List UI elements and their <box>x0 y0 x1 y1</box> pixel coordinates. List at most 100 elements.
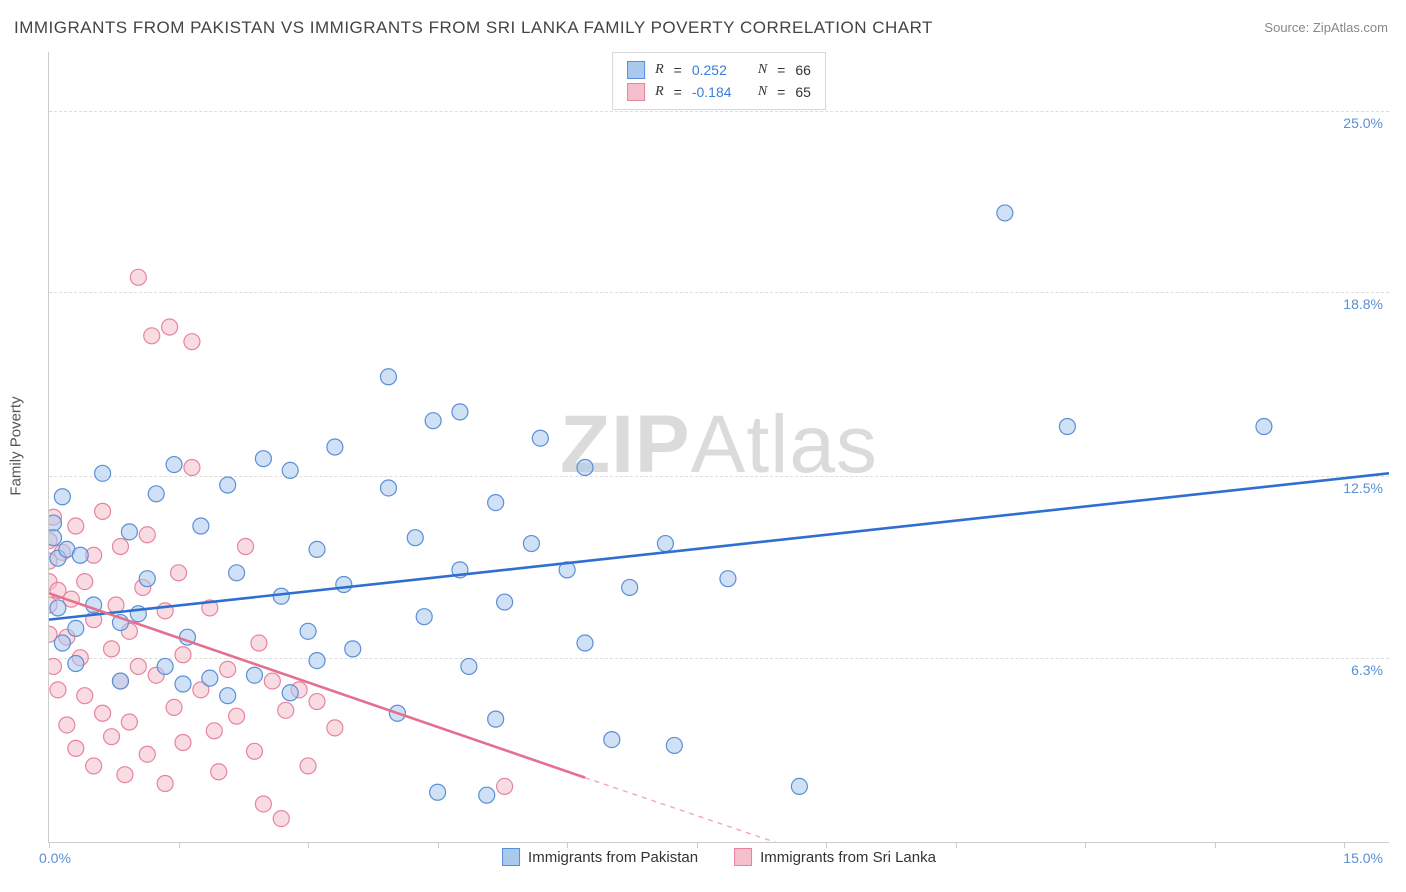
x-tick-mark <box>1344 842 1345 848</box>
legend-r-value-srilanka: -0.184 <box>692 81 740 103</box>
data-point <box>452 404 468 420</box>
data-point <box>497 778 513 794</box>
data-point <box>148 486 164 502</box>
data-point <box>622 579 638 595</box>
legend-n-label: N <box>758 81 767 103</box>
data-point <box>77 574 93 590</box>
data-point <box>68 620 84 636</box>
data-point <box>997 205 1013 221</box>
data-point <box>54 489 70 505</box>
data-point <box>175 735 191 751</box>
legend-r-label: R <box>655 81 664 103</box>
legend-r-label: R <box>655 59 664 81</box>
data-point <box>416 609 432 625</box>
data-point <box>220 477 236 493</box>
data-point <box>479 787 495 803</box>
data-point <box>1256 419 1272 435</box>
source-label: Source: <box>1264 20 1309 35</box>
legend-eq: = <box>674 81 682 103</box>
data-point <box>309 694 325 710</box>
data-point <box>532 430 548 446</box>
x-tick-mark <box>438 842 439 848</box>
data-point <box>300 758 316 774</box>
legend-eq: = <box>674 59 682 81</box>
data-point <box>68 740 84 756</box>
data-point <box>488 495 504 511</box>
data-point <box>497 594 513 610</box>
data-point <box>238 538 254 554</box>
data-point <box>112 538 128 554</box>
data-point <box>327 720 343 736</box>
data-point <box>657 536 673 552</box>
data-point <box>54 635 70 651</box>
data-point <box>95 465 111 481</box>
data-point <box>336 577 352 593</box>
bottom-legend-srilanka: Immigrants from Sri Lanka <box>734 848 936 866</box>
data-point <box>77 688 93 704</box>
legend-n-label: N <box>758 59 767 81</box>
data-point <box>327 439 343 455</box>
legend-row-srilanka: R = -0.184 N = 65 <box>627 81 811 103</box>
data-point <box>95 503 111 519</box>
legend-row-pakistan: R = 0.252 N = 66 <box>627 59 811 81</box>
data-point <box>282 462 298 478</box>
data-point <box>380 369 396 385</box>
data-point <box>117 767 133 783</box>
data-point <box>264 673 280 689</box>
data-point <box>202 670 218 686</box>
legend-n-value-pakistan: 66 <box>795 59 811 81</box>
trend-line-extrapolated <box>585 778 826 842</box>
data-point <box>251 635 267 651</box>
swatch-pakistan-icon <box>502 848 520 866</box>
data-point <box>49 658 61 674</box>
data-point <box>246 667 262 683</box>
bottom-legend: Immigrants from Pakistan Immigrants from… <box>502 848 936 866</box>
x-tick-mark <box>1085 842 1086 848</box>
data-point <box>380 480 396 496</box>
x-tick-left: 0.0% <box>39 850 71 866</box>
data-point <box>49 515 61 531</box>
data-point <box>139 571 155 587</box>
data-point <box>229 708 245 724</box>
data-point <box>104 641 120 657</box>
data-point <box>461 658 477 674</box>
data-point <box>300 623 316 639</box>
data-point <box>139 527 155 543</box>
data-point <box>604 732 620 748</box>
data-point <box>121 714 137 730</box>
x-tick-mark <box>956 842 957 848</box>
data-point <box>50 600 66 616</box>
data-point <box>345 641 361 657</box>
x-tick-right: 15.0% <box>1343 850 1383 866</box>
data-point <box>206 723 222 739</box>
chart-svg <box>49 52 1389 842</box>
data-point <box>86 758 102 774</box>
source-link[interactable]: ZipAtlas.com <box>1313 20 1388 35</box>
data-point <box>309 541 325 557</box>
data-point <box>488 711 504 727</box>
data-point <box>184 334 200 350</box>
legend-r-value-pakistan: 0.252 <box>692 59 740 81</box>
data-point <box>255 451 271 467</box>
data-point <box>273 588 289 604</box>
data-point <box>130 269 146 285</box>
data-point <box>184 459 200 475</box>
data-point <box>523 536 539 552</box>
data-point <box>229 565 245 581</box>
data-point <box>59 717 75 733</box>
data-point <box>425 413 441 429</box>
correlation-legend: R = 0.252 N = 66 R = -0.184 N = 65 <box>612 52 826 110</box>
swatch-srilanka <box>627 83 645 101</box>
data-point <box>162 319 178 335</box>
data-point <box>577 459 593 475</box>
x-tick-mark <box>567 842 568 848</box>
y-axis-label: Family Poverty <box>8 396 25 495</box>
data-point <box>246 743 262 759</box>
bottom-legend-pakistan: Immigrants from Pakistan <box>502 848 698 866</box>
data-point <box>68 518 84 534</box>
legend-eq: = <box>777 59 785 81</box>
data-point <box>95 705 111 721</box>
data-point <box>193 518 209 534</box>
data-point <box>430 784 446 800</box>
legend-eq: = <box>777 81 785 103</box>
